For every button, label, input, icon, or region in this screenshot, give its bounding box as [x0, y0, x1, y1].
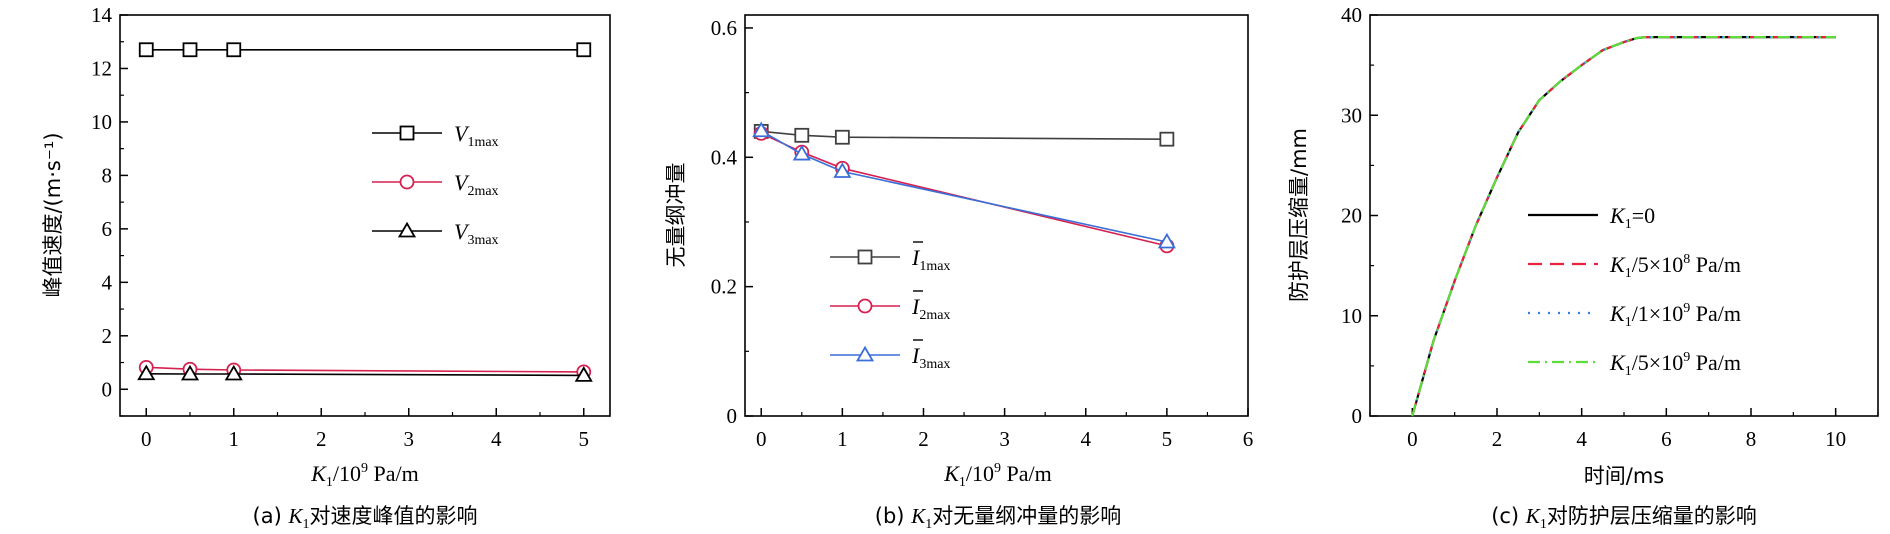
panel-b-series-1-line	[761, 130, 1167, 140]
panel-c-x-tick-label: 0	[1407, 427, 1418, 451]
panel-c-y-tick-label: 30	[1341, 103, 1362, 127]
panel-a-legend-2-marker	[399, 174, 415, 190]
panel-a-legend-3-marker	[397, 221, 417, 238]
panel-c-legend-1-label: K1=0	[1609, 203, 1655, 232]
panel-a-series-3-point	[574, 366, 593, 382]
panel-a-y-tick-label: 12	[91, 56, 112, 80]
panel-a-series-3-point	[224, 364, 243, 381]
panel-b-x-tick-label: 5	[1162, 427, 1173, 451]
panel-a-series-1-point	[576, 42, 592, 58]
panel-c-y-tick-label: 20	[1341, 204, 1362, 228]
panel-a-caption: (a) K1对速度峰值的影响	[253, 504, 478, 532]
panel-c-legend-2-label: K1/5×108 Pa/m	[1609, 252, 1741, 281]
panel-c-y-axis-label: 防护层压缩量/mm	[1287, 128, 1311, 302]
panel-c-legend: K1=0 K1/5×108 Pa/m K1/1×109 Pa/m K1/5×109 P…	[1528, 203, 1741, 379]
panel-a-y-tick-label: 0	[102, 377, 113, 401]
panel-c-x-axis-label: 时间/ms	[1584, 464, 1664, 488]
panel-c-legend-3-label: K1/1×109 Pa/m	[1609, 301, 1741, 330]
panel-b-plot-frame	[744, 14, 1249, 417]
panel-c-caption: (c) K1对防护层压缩量的影响	[1491, 504, 1757, 532]
panel-b-series-1-point	[794, 127, 810, 143]
panel-c-legend-4-label: K1/5×109 Pa/m	[1609, 350, 1741, 379]
panel-b-x-tick-label: 3	[999, 427, 1010, 451]
panel-c-x-tick-label: 6	[1661, 427, 1672, 451]
panel-b-caption: (b) K1对无量纲冲量的影响	[875, 504, 1121, 532]
panel-a-x-tick-label: 4	[491, 427, 502, 451]
panel-b-series-3-line	[760, 130, 1168, 243]
panel-b-y-tick-label: 0	[727, 404, 738, 428]
panel-a-series-3-point	[137, 364, 156, 381]
panel-b-y-axis-label: 无量纲冲量	[664, 163, 688, 268]
panel-c-x-tick-label: 10	[1825, 427, 1846, 451]
panel-b-series-3-point	[833, 162, 852, 178]
panel-b: 0 1 2 3 4 5 6 0 0.2 0.4 0.6 I1max I2max I3max K1/109…	[664, 14, 1254, 532]
panel-a-y-axis-label: 峰值速度/(m·s⁻¹)	[41, 132, 65, 297]
panel-b-x-axis-label: K1/109 Pa/m	[943, 461, 1052, 490]
panel-b-series-1-point	[834, 129, 850, 145]
panel-b-x-tick-label: 6	[1243, 427, 1254, 451]
panel-b-legend: I1max I2max I3max	[830, 241, 950, 372]
panel-a-series-3-line	[146, 372, 584, 377]
panel-a-x-tick-label: 5	[579, 427, 590, 451]
panel-c: 0 2 4 6 8 10 0 10 20 30 40 K1=0 K1/5×108 Pa/m K1/1×1…	[1287, 3, 1879, 532]
panel-c-ticks: 0 2 4 6 8 10 0 10 20 30 40	[1341, 3, 1879, 451]
panel-b-legend-2-marker	[857, 298, 873, 314]
panel-b-y-tick-label: 0.6	[711, 16, 737, 40]
panel-a-y-tick-label: 4	[102, 270, 113, 294]
panel-c-series-4-line	[1411, 35, 1836, 417]
panel-a-series-1-point	[226, 42, 242, 58]
panel-a-plot-frame	[119, 14, 611, 417]
panel-a-x-tick-label: 0	[141, 427, 152, 451]
panel-a-legend-2-label: V2max	[454, 170, 499, 199]
panel-b-legend-3-label: I3max	[911, 343, 950, 372]
panel-a-series-1-point	[182, 42, 198, 58]
panel-b-y-tick-label: 0.4	[711, 145, 738, 169]
panel-b-legend-1-marker	[857, 249, 873, 265]
panel-a-y-tick-label: 8	[102, 163, 113, 187]
panel-a-y-tick-label: 6	[102, 217, 113, 241]
panel-c-y-tick-label: 10	[1341, 304, 1362, 328]
panel-a-y-tick-label: 14	[91, 3, 113, 27]
panel-a-legend: V1max V2max V3max	[372, 121, 499, 248]
panel-a-legend-3-label: V3max	[454, 219, 499, 248]
panel-b-series-3-point	[1157, 232, 1176, 249]
panel-a-series-2-line	[146, 366, 584, 373]
panel-b-legend-1-label: I1max	[911, 245, 950, 274]
panel-b-series-1-point	[1159, 131, 1175, 147]
panel-b-x-tick-label: 2	[918, 427, 929, 451]
panel-c-x-tick-label: 4	[1576, 427, 1587, 451]
panel-a-legend-1-label: V1max	[454, 121, 499, 150]
panel-a-y-tick-label: 10	[91, 110, 112, 134]
panel-b-legend-3-marker	[855, 345, 875, 362]
panel-b-x-tick-label: 4	[1080, 427, 1091, 451]
panel-c-series	[1411, 35, 1836, 417]
panel-b-y-tick-label: 0.2	[711, 275, 737, 299]
panel-a-legend-1-marker	[399, 125, 415, 141]
panel-a-x-axis-label: K1/109 Pa/m	[310, 461, 419, 490]
panel-a-x-tick-label: 2	[316, 427, 327, 451]
panel-a-x-tick-label: 3	[404, 427, 415, 451]
panel-a-x-tick-label: 1	[229, 427, 240, 451]
panel-b-ticks: 0 1 2 3 4 5 6 0 0.2 0.4 0.6	[711, 16, 1254, 451]
panel-c-x-tick-label: 8	[1746, 427, 1757, 451]
panel-c-y-tick-label: 40	[1341, 3, 1362, 27]
panel-c-y-tick-label: 0	[1352, 404, 1363, 428]
panel-a-y-tick-label: 2	[102, 324, 113, 348]
panel-a-series	[137, 42, 593, 382]
panel-a-series-1-point	[138, 42, 154, 58]
panel-b-series	[752, 121, 1176, 254]
panel-b-x-tick-label: 0	[756, 427, 767, 451]
panel-b-legend-2-label: I2max	[911, 294, 950, 323]
panel-a-series-3-point	[180, 364, 200, 381]
panel-b-series-3-point	[752, 121, 771, 138]
panel-b-x-tick-label: 1	[837, 427, 848, 451]
panel-b-series-3-point	[792, 144, 811, 161]
panel-c-x-tick-label: 2	[1492, 427, 1503, 451]
